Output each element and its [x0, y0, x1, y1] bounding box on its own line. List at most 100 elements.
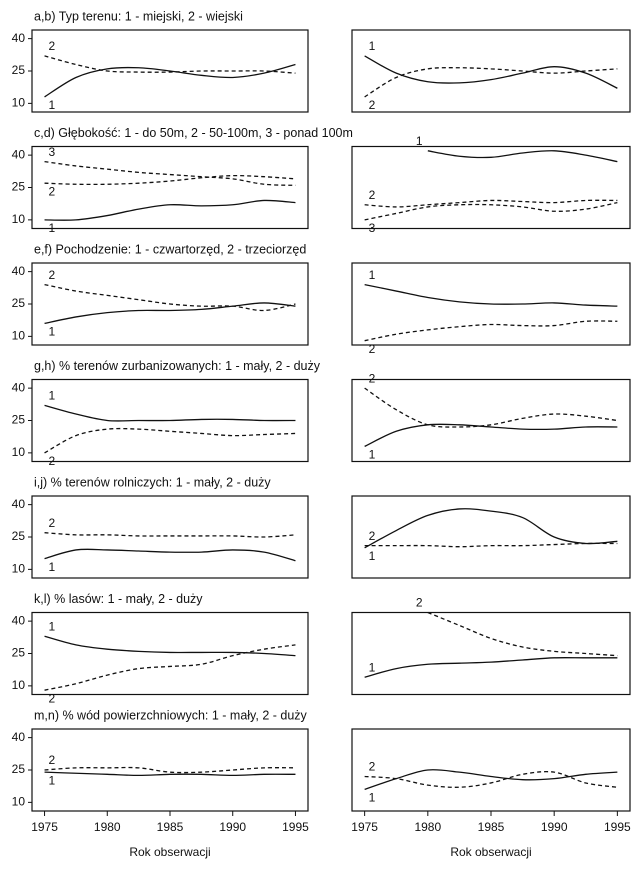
- x-tick-label: 1985: [478, 820, 505, 834]
- series-line: [44, 174, 296, 186]
- series-line: [44, 532, 296, 538]
- y-tick-label: 25: [12, 646, 26, 660]
- series-label: 3: [49, 145, 56, 159]
- series-line: [44, 635, 296, 657]
- x-axis-label: Rok obserwacji: [450, 845, 531, 859]
- y-tick-label: 25: [12, 180, 26, 194]
- series-label: 1: [369, 791, 376, 805]
- series-label: 1: [416, 134, 423, 148]
- series-label: 2: [369, 371, 376, 385]
- y-tick-label: 25: [12, 413, 26, 427]
- series-line: [364, 387, 618, 428]
- series-line: [364, 55, 618, 89]
- series-label: 2: [49, 691, 56, 705]
- plot-frame: [351, 728, 631, 812]
- series-label: 1: [49, 773, 56, 787]
- y-tick-label: 10: [12, 795, 26, 809]
- series-line: [44, 160, 296, 186]
- series-label: 2: [369, 98, 376, 112]
- series-line: [44, 199, 296, 221]
- x-tick-label: 1990: [219, 820, 246, 834]
- x-tick-label: 1980: [414, 820, 441, 834]
- series-label: 1: [49, 560, 56, 574]
- series-line: [364, 201, 618, 221]
- series-label: 2: [369, 760, 376, 774]
- series-label: 2: [416, 596, 423, 610]
- series-line: [427, 611, 618, 657]
- series-line: [364, 769, 618, 791]
- series-line: [44, 766, 296, 774]
- panel-title: c,d) Głębokość: 1 - do 50m, 2 - 50-100m,…: [34, 126, 353, 140]
- y-tick-label: 10: [12, 678, 26, 692]
- y-tick-label: 40: [12, 380, 26, 394]
- series-line: [44, 644, 296, 691]
- panel-title: m,n) % wód powierzchniowych: 1 - mały, 2…: [34, 708, 308, 722]
- series-label: 2: [369, 342, 376, 356]
- series-line: [364, 199, 618, 208]
- series-line: [44, 63, 296, 98]
- series-label: 2: [49, 184, 56, 198]
- series-line: [364, 508, 618, 549]
- y-tick-label: 10: [12, 212, 26, 226]
- series-label: 1: [49, 619, 56, 633]
- x-tick-label: 1975: [351, 820, 378, 834]
- x-tick-label: 1990: [541, 820, 568, 834]
- y-tick-label: 25: [12, 529, 26, 543]
- series-label: 1: [369, 268, 376, 282]
- series-label: 2: [49, 454, 56, 468]
- y-tick-label: 10: [12, 96, 26, 110]
- series-label: 1: [369, 660, 376, 674]
- y-tick-label: 40: [12, 147, 26, 161]
- series-line: [44, 302, 296, 325]
- series-line: [364, 657, 618, 678]
- x-tick-label: 1980: [94, 820, 121, 834]
- plot-frame: [351, 145, 631, 230]
- y-tick-label: 25: [12, 296, 26, 310]
- series-label: 2: [369, 188, 376, 202]
- series-line: [427, 150, 618, 163]
- series-line: [44, 404, 296, 422]
- series-line: [364, 283, 618, 307]
- x-tick-label: 1995: [604, 820, 631, 834]
- plot-frame: [31, 145, 309, 230]
- series-line: [364, 423, 618, 447]
- panel-title: g,h) % terenów zurbanizowanych: 1 - mały…: [34, 359, 321, 373]
- series-label: 1: [369, 448, 376, 462]
- y-tick-label: 25: [12, 63, 26, 77]
- series-label: 2: [49, 516, 56, 530]
- panel-title: e,f) Pochodzenie: 1 - czwartorzęd, 2 - t…: [34, 242, 306, 256]
- series-label: 2: [49, 268, 56, 282]
- plot-frame: [351, 378, 631, 463]
- series-label: 1: [49, 221, 56, 235]
- x-tick-label: 1995: [282, 820, 309, 834]
- panel-title: a,b) Typ terenu: 1 - miejski, 2 - wiejsk…: [34, 9, 243, 23]
- series-line: [44, 771, 296, 777]
- series-line: [44, 548, 296, 562]
- y-tick-label: 10: [12, 562, 26, 576]
- plot-frame: [31, 495, 309, 579]
- series-line: [364, 542, 618, 548]
- series-line: [364, 67, 618, 98]
- series-label: 1: [49, 389, 56, 403]
- series-line: [364, 770, 618, 788]
- plot-frame: [351, 262, 631, 346]
- x-tick-label: 1985: [157, 820, 184, 834]
- plot-frame: [351, 611, 631, 696]
- x-tick-label: 1975: [31, 820, 58, 834]
- series-label: 2: [49, 39, 56, 53]
- series-line: [44, 427, 296, 454]
- plot-frame: [351, 29, 631, 113]
- x-axis-label: Rok obserwacji: [129, 845, 210, 859]
- series-label: 2: [49, 753, 56, 767]
- y-tick-label: 40: [12, 264, 26, 278]
- series-label: 1: [49, 98, 56, 112]
- y-tick-label: 40: [12, 730, 26, 744]
- series-label: 3: [369, 221, 376, 235]
- panel-title: i,j) % terenów rolniczych: 1 - mały, 2 -…: [34, 475, 271, 489]
- series-label: 1: [49, 325, 56, 339]
- series-line: [44, 55, 296, 74]
- y-tick-label: 40: [12, 497, 26, 511]
- y-tick-label: 10: [12, 329, 26, 343]
